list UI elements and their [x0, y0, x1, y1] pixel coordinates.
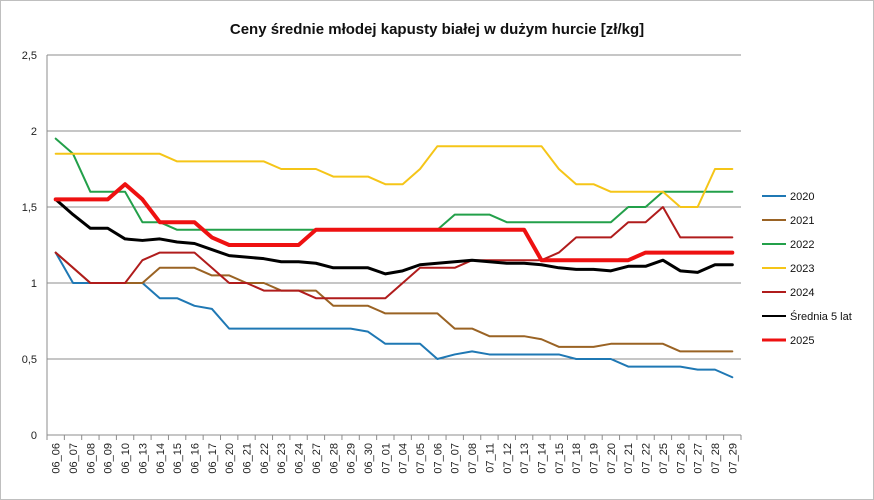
- x-tick-label: 06_13: [137, 443, 149, 474]
- y-tick-label: 1: [31, 278, 37, 290]
- x-tick-label: 07_21: [623, 443, 635, 474]
- x-tick-label: 06_29: [346, 443, 358, 474]
- x-tick-label: 07_19: [589, 443, 601, 474]
- x-tick-label: 07_11: [484, 443, 496, 473]
- y-tick-label: 2: [31, 126, 37, 138]
- x-tick-label: 07_07: [450, 443, 462, 474]
- x-tick-label: 06_17: [207, 443, 219, 474]
- x-tick-label: 06_07: [68, 443, 80, 474]
- legend-label-2023: 2023: [790, 263, 814, 275]
- legend-label-2025: 2025: [790, 335, 814, 347]
- x-tick-label: 07_01: [380, 443, 392, 474]
- x-tick-label: 07_15: [554, 443, 566, 474]
- x-tick-label: 07_25: [658, 443, 670, 474]
- x-tick-label: 07_12: [502, 443, 514, 474]
- x-tick-label: 07_26: [675, 443, 687, 474]
- x-tick-label: 06_22: [259, 443, 271, 474]
- x-tick-label: 07_29: [727, 443, 739, 474]
- legend-label-2022: 2022: [790, 239, 814, 251]
- y-tick-label: 0: [31, 430, 37, 442]
- x-tick-label: 06_30: [363, 443, 375, 474]
- x-tick-label: 07_22: [641, 443, 653, 474]
- y-tick-label: 0,5: [22, 354, 37, 366]
- x-tick-label: 06_14: [155, 443, 167, 474]
- x-tick-label: 06_27: [311, 443, 323, 474]
- gridlines: [47, 54, 741, 360]
- x-tick-label: 07_13: [519, 443, 531, 474]
- x-tick-label: 06_08: [85, 443, 97, 474]
- series-line-2020: [54, 251, 734, 379]
- x-tick-label: 07_04: [398, 443, 410, 474]
- x-tick-label: 06_06: [51, 443, 63, 474]
- x-tick-label: 07_28: [710, 443, 722, 474]
- x-tick-label: 07_20: [606, 443, 618, 474]
- series-line-2025: [53, 182, 735, 263]
- legend-label-2024: 2024: [790, 287, 814, 299]
- x-tick-label: 07_05: [415, 443, 427, 474]
- x-tick-label: 07_18: [571, 443, 583, 474]
- x-tick-label: 07_27: [693, 443, 705, 474]
- axes: 0 0,5 1 1,5 2 2,5 06_06 06_07 06_08 06_09 06_10 06_…: [22, 50, 742, 474]
- series-line-2023: [54, 145, 734, 208]
- x-tick-label: 06_16: [189, 443, 201, 474]
- y-tick-label: 2,5: [22, 50, 37, 62]
- x-tick-label: 06_09: [103, 443, 115, 474]
- chart-title: Ceny średnie młodej kapusty białej w duż…: [230, 21, 644, 38]
- x-tick-label: 06_23: [276, 443, 288, 474]
- x-tick-label: 07_14: [536, 443, 548, 474]
- y-tick-label: 1,5: [22, 202, 37, 214]
- x-tick-label: 06_21: [242, 443, 254, 474]
- x-tick-label: 07_06: [432, 443, 444, 474]
- x-tick-label: 07_08: [467, 443, 479, 474]
- series-line-2021: [54, 251, 734, 353]
- x-tick-label: 06_28: [328, 443, 340, 474]
- series-line-2024: [54, 206, 734, 300]
- legend-label-2020: 2020: [790, 191, 814, 203]
- legend-label--rednia-5-lat: Średnia 5 lat: [790, 310, 852, 323]
- x-tick-label: 06_10: [120, 443, 132, 474]
- x-tick-label: 06_20: [224, 443, 236, 474]
- legend: 2020 2021 2022 2023 2024 Średnia 5 lat 2025: [762, 191, 852, 347]
- x-tick-label: 06_24: [294, 443, 306, 474]
- x-tick-label: 06_15: [172, 443, 184, 474]
- series-lines: [53, 137, 735, 379]
- series-line--rednia-5-lat: [54, 197, 734, 276]
- legend-label-2021: 2021: [790, 215, 814, 227]
